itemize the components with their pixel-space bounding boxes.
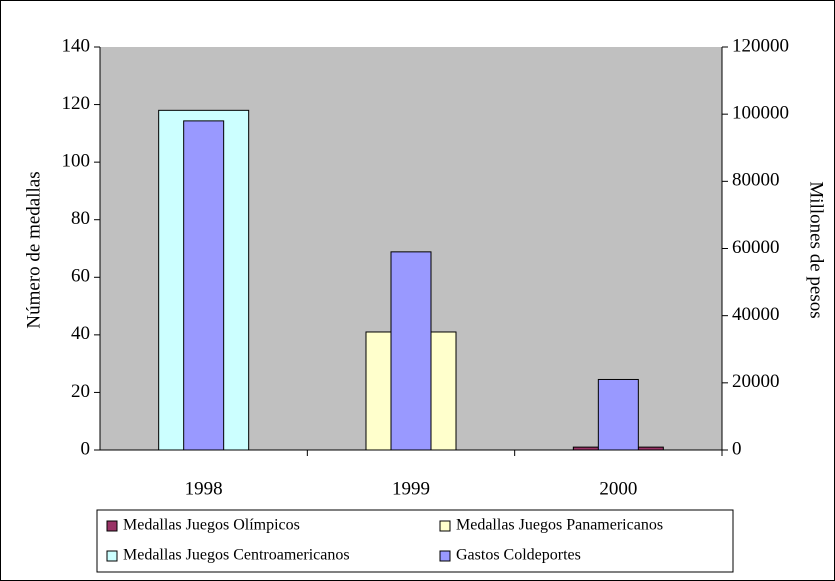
legend-swatch	[439, 550, 451, 562]
y-tick-label: 100	[62, 151, 91, 172]
y2-tick-label: 120000	[732, 35, 789, 56]
y-tick-label: 0	[81, 438, 91, 459]
x-tick-label: 1998	[185, 478, 223, 499]
legend-swatch	[106, 550, 118, 562]
y2-tick-label: 80000	[732, 170, 780, 191]
y2-tick-label: 100000	[732, 103, 789, 124]
y2-tick-label: 0	[732, 438, 742, 459]
legend-label: Medallas Juegos Centroamericanos	[123, 547, 350, 564]
legend-swatch	[106, 520, 118, 532]
legend-label: Gastos Coldeportes	[456, 547, 581, 564]
x-tick-label: 1999	[392, 478, 430, 499]
y2-tick-label: 20000	[732, 371, 780, 392]
legend-label: Medallas Juegos Panamericanos	[456, 517, 663, 534]
bar	[390, 251, 432, 451]
bar	[183, 120, 225, 451]
x-tick-label: 2000	[599, 478, 637, 499]
bar	[597, 378, 639, 451]
y-tick-label: 120	[62, 93, 91, 114]
y2-tick-label: 40000	[732, 304, 780, 325]
y-axis-label: Número de medallas	[23, 171, 44, 328]
y2-tick-label: 60000	[732, 237, 780, 258]
y2-axis-label: Millones de pesos	[806, 181, 827, 318]
legend: Medallas Juegos Olímpicos Medallas Juegos…	[96, 509, 734, 573]
y-tick-label: 80	[71, 208, 90, 229]
y-tick-label: 40	[71, 323, 90, 344]
y-tick-label: 140	[62, 35, 91, 56]
legend-swatch	[439, 520, 451, 532]
legend-box	[96, 509, 734, 573]
legend-label: Medallas Juegos Olímpicos	[123, 517, 300, 534]
y-tick-label: 60	[71, 266, 90, 287]
y-tick-label: 20	[71, 381, 90, 402]
